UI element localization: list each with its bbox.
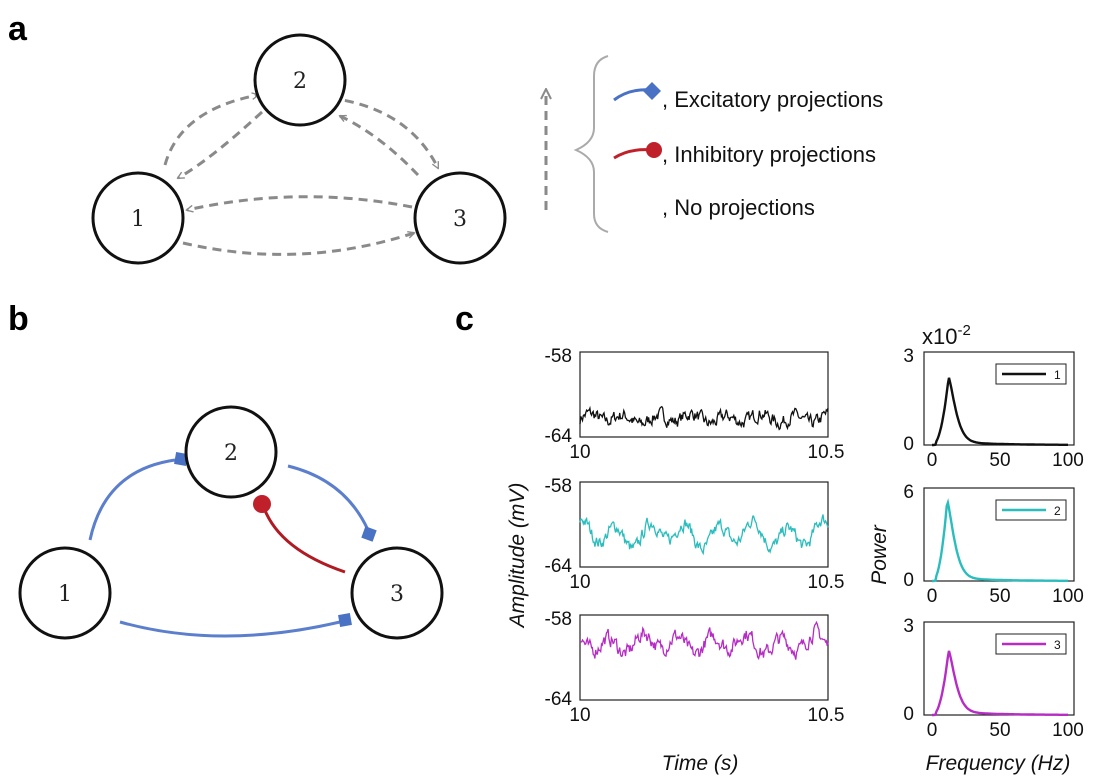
spectrum-1-ytick-bottom: 0 [903, 434, 914, 455]
trace-3-xtick-end: 10.5 [808, 705, 845, 726]
panel-a-node-1: 1 [91, 171, 185, 265]
edge-3-to-2-terminal-icon [253, 495, 271, 513]
spectrum-1-legend-label: 1 [1054, 368, 1061, 382]
excitatory-diamond-icon [643, 82, 661, 100]
spectrum-2-line [932, 498, 1068, 583]
legend-no-projection-label: , No projections [662, 195, 815, 220]
legend-excitatory-label: , Excitatory projections [662, 87, 883, 112]
trace-2-ytick-bottom: -64 [545, 556, 573, 577]
panel-b-letter: b [8, 300, 29, 338]
spectrum-3-ytick-bottom: 0 [903, 704, 914, 725]
svg-text:1: 1 [58, 582, 72, 607]
panel-b-node-1: 1 [18, 546, 112, 640]
panel-a-node-3: 3 [413, 171, 507, 265]
svg-text:2: 2 [293, 69, 307, 94]
trace-1-ytick-bottom: -64 [545, 426, 573, 447]
edge-1-to-2-terminal-icon [174, 452, 188, 466]
panel-a-letter: a [8, 10, 28, 48]
spectrum-3-xtick-0: 0 [927, 720, 938, 741]
arrow-2-to-1 [178, 110, 264, 180]
panel-a-network [163, 95, 440, 256]
panel-a-node-2: 2 [253, 33, 347, 127]
spectrum-3-xtick-1: 50 [989, 720, 1010, 741]
arrow-1-to-3 [182, 233, 414, 256]
spectrum-3-ytick-top: 3 [903, 616, 914, 637]
edge-1-to-2 [88, 458, 176, 541]
trace-3-line [579, 620, 829, 660]
spectrum-1-xtick-2: 100 [1052, 450, 1084, 471]
arrow-3-to-1 [187, 195, 413, 210]
spectrum-1-line [932, 377, 1068, 447]
time-axis-label: Time (s) [662, 752, 739, 775]
trace-2-line [579, 514, 829, 556]
spectrum-2-xtick-2: 100 [1052, 586, 1084, 607]
spectrum-2-ytick-top: 6 [903, 482, 914, 503]
spectrum-1-xtick-0: 0 [927, 450, 938, 471]
spectrum-3-xtick-2: 100 [1052, 720, 1084, 741]
spectrum-2-xtick-1: 50 [989, 586, 1010, 607]
trace-2-xtick-start: 10 [569, 572, 590, 593]
trace-1-line [579, 405, 829, 431]
spectrum-3-legend-label: 3 [1054, 638, 1061, 652]
panel-a: a 1 2 3 , Excitatory projection [8, 10, 883, 265]
trace-3-ytick-bottom: -64 [545, 689, 573, 710]
trace-1-xtick-end: 10.5 [808, 442, 845, 463]
panel-c: c Amplitude (mV) Time (s) Power Frequenc… [455, 300, 1084, 775]
panel-c-letter: c [455, 300, 474, 338]
inhibitory-circle-icon [646, 142, 662, 158]
frequency-axis-label: Frequency (Hz) [926, 752, 1071, 775]
spectrum-1-xtick-1: 50 [989, 450, 1010, 471]
panel-b-node-3: 3 [350, 546, 444, 640]
trace-2-frame [579, 481, 829, 568]
legend-inhibitory-label: , Inhibitory projections [662, 142, 876, 167]
spectrum-2-xtick-0: 0 [927, 586, 938, 607]
power-scale-label: x10-2 [922, 322, 971, 349]
svg-text:3: 3 [390, 582, 404, 607]
trace-3-xtick-start: 10 [569, 705, 590, 726]
trace-1-frame [579, 351, 829, 438]
panel-b-edges [88, 452, 377, 638]
power-axis-label: Power [868, 524, 891, 585]
panel-b-node-2: 2 [184, 405, 278, 499]
trace-2-xtick-end: 10.5 [808, 572, 845, 593]
spectrum-3-line [932, 650, 1068, 717]
arrow-2-to-3 [329, 96, 440, 168]
spectrum-2-ytick-bottom: 0 [903, 570, 914, 591]
amplitude-axis-label: Amplitude (mV) [506, 483, 529, 630]
svg-text:1: 1 [131, 207, 145, 232]
svg-text:3: 3 [453, 207, 467, 232]
edge-2-to-3 [287, 464, 370, 531]
panel-b: b 1 2 3 [8, 300, 444, 640]
trace-3-frame [579, 614, 829, 701]
edge-1-to-3 [119, 620, 341, 638]
panel-a-legend: , Excitatory projections , Inhibitory pr… [546, 55, 883, 233]
trace-2-ytick-top: -58 [545, 476, 572, 497]
spectrum-1-ytick-top: 3 [903, 346, 914, 367]
trace-3-ytick-top: -58 [545, 609, 572, 630]
edge-1-to-3-terminal-icon [338, 613, 352, 627]
svg-text:2: 2 [224, 441, 238, 466]
arrow-3-to-2 [340, 114, 420, 177]
trace-1-ytick-top: -58 [545, 346, 572, 367]
spectrum-2-legend-label: 2 [1054, 504, 1061, 518]
arrow-1-to-2 [163, 95, 258, 166]
legend-brace-icon [573, 55, 609, 233]
edge-3-to-2-inhibitory [262, 507, 346, 574]
edge-2-to-3-terminal-icon [361, 526, 377, 542]
trace-1-xtick-start: 10 [569, 442, 590, 463]
